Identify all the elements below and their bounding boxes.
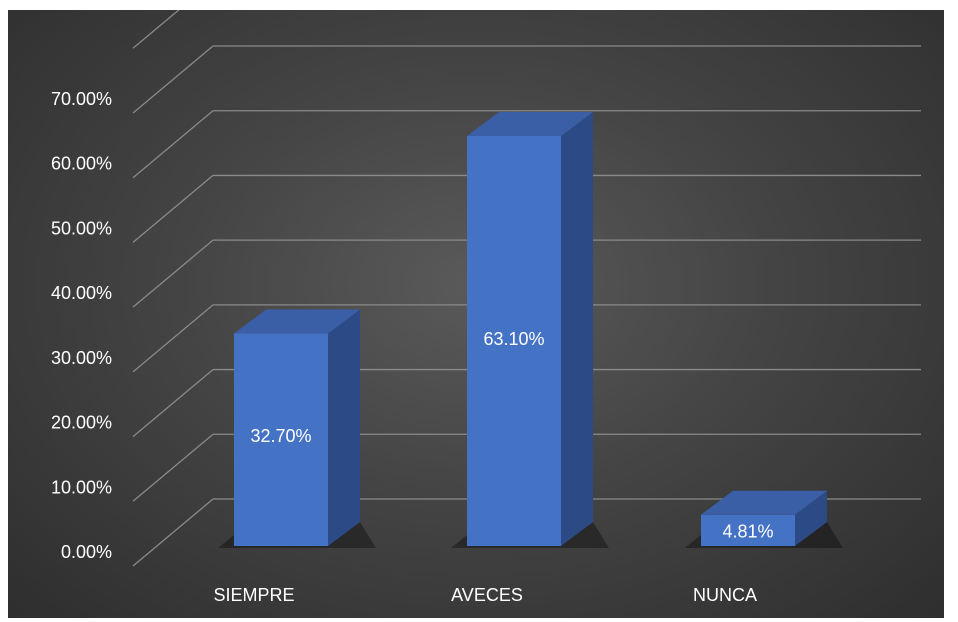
bar-side: [328, 309, 360, 546]
x-tick-label: AVECES: [451, 585, 523, 605]
bar-top: [467, 112, 593, 136]
y-tick-label: 30.00%: [51, 348, 112, 368]
y-tick-label: 70.00%: [51, 89, 112, 109]
gridline-depth: [132, 433, 214, 502]
gridline-depth: [132, 304, 214, 373]
gridline-depth: [132, 369, 214, 438]
y-tick-label: 20.00%: [51, 413, 112, 433]
gridline-depth: [132, 10, 180, 49]
y-tick-label: 0.00%: [61, 542, 112, 562]
bars-layer: 32.70% 63.10% 4.81%: [218, 112, 843, 548]
gridline-depth: [132, 110, 214, 179]
data-label: 4.81%: [722, 521, 773, 541]
y-axis-tick-labels: 0.00% 10.00% 20.00% 30.00% 40.00% 50.00% 60.00…: [51, 89, 112, 562]
y-tick-label: 10.00%: [51, 477, 112, 497]
x-axis-tick-labels: SIEMPRE AVECES NUNCA: [213, 585, 757, 605]
chart-frame: 0.00% 10.00% 20.00% 30.00% 40.00% 50.00% 60.00…: [8, 10, 944, 618]
bar-front: [701, 514, 795, 546]
gridline-depth: [132, 498, 214, 567]
bar-side: [561, 112, 593, 546]
x-tick-label: SIEMPRE: [213, 585, 294, 605]
bar-nunca: 4.81%: [685, 490, 843, 548]
bar-side: [795, 490, 827, 546]
y-tick-label: 40.00%: [51, 283, 112, 303]
bar-aveces: 63.10%: [451, 112, 609, 548]
bar-chart: 0.00% 10.00% 20.00% 30.00% 40.00% 50.00% 60.00…: [51, 10, 921, 605]
bar-top: [701, 490, 827, 515]
gridline-depth: [132, 45, 214, 114]
bar-front: [234, 333, 328, 546]
bar-top: [234, 309, 360, 334]
gridline-depth: [132, 239, 214, 308]
bar-front: [467, 136, 561, 546]
y-tick-label: 60.00%: [51, 154, 112, 174]
x-tick-label: NUNCA: [693, 585, 757, 605]
gridline-depth: [132, 174, 214, 243]
data-label: 63.10%: [483, 329, 544, 349]
bar-siempre: 32.70%: [218, 309, 376, 548]
y-tick-label: 50.00%: [51, 218, 112, 238]
data-label: 32.70%: [250, 426, 311, 446]
